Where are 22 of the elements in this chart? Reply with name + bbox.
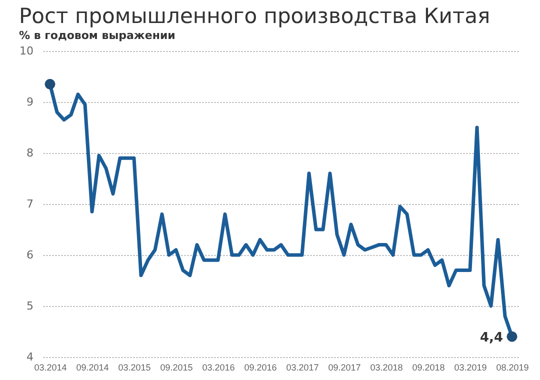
y-tick-label: 10 bbox=[20, 44, 34, 58]
x-tick-label: 03.2015 bbox=[118, 362, 151, 372]
x-tick-label: 09.2016 bbox=[244, 362, 277, 372]
y-tick-label: 8 bbox=[26, 146, 34, 160]
annotation: 4,4 bbox=[480, 330, 503, 346]
x-tick-label: 09.2015 bbox=[160, 362, 193, 372]
x-tick-label: 03.2017 bbox=[286, 362, 319, 372]
x-tick-label: 09.2014 bbox=[76, 362, 109, 372]
x-tick-label: 03.2016 bbox=[202, 362, 235, 372]
x-tick-label: 09.2018 bbox=[412, 362, 445, 372]
x-tick-label: 03.2014 bbox=[34, 362, 67, 372]
x-tick-label: 09.2017 bbox=[328, 362, 361, 372]
y-tick-label: 7 bbox=[26, 198, 34, 210]
chart-subtitle: % в годовом выражении bbox=[19, 29, 176, 42]
y-tick-label: 4 bbox=[26, 350, 34, 364]
chart-title: Рост промышленного производства Китая bbox=[19, 4, 490, 28]
y-tick-label: 9 bbox=[26, 96, 34, 108]
x-tick-label: 08.2019 bbox=[496, 362, 529, 372]
y-tick-label: 6 bbox=[26, 248, 34, 262]
y-tick-label: 5 bbox=[26, 300, 34, 312]
x-tick-label: 03.2018 bbox=[370, 362, 403, 372]
x-tick-label: 03.2019 bbox=[454, 362, 487, 372]
